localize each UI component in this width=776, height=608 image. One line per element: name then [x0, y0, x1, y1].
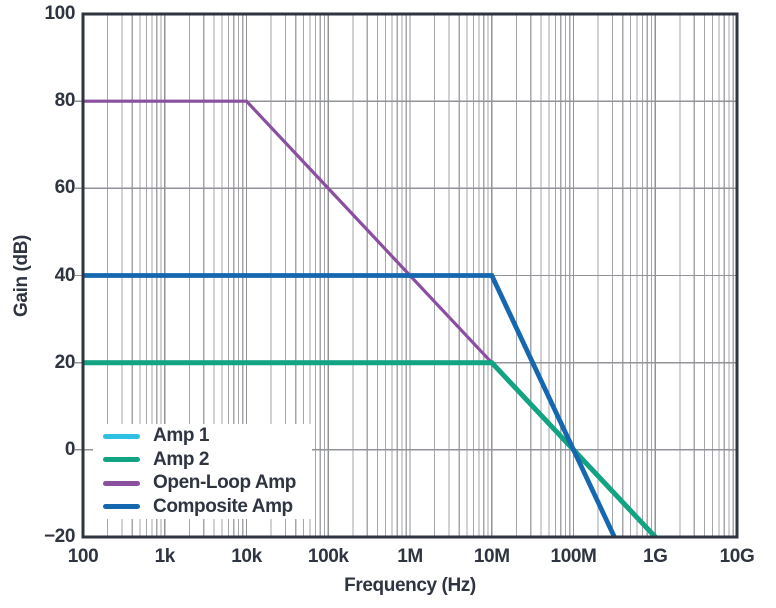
legend: Amp 1 Amp 2 Open-Loop Amp Composite Amp — [93, 424, 312, 519]
legend-label: Amp 2 — [153, 448, 210, 470]
x-axis-title: Frequency (Hz) — [344, 575, 476, 596]
legend-swatch-icon — [103, 457, 140, 463]
x-tick-label: 100 — [67, 546, 99, 567]
legend-swatch-icon — [103, 433, 140, 439]
legend-item: Amp 1 — [103, 425, 312, 449]
x-tick-label: 100k — [307, 546, 349, 567]
x-tick-label: 100M — [550, 546, 597, 567]
x-tick-label: 1k — [154, 546, 176, 567]
y-tick-label: −20 — [43, 526, 75, 547]
legend-swatch-icon — [103, 504, 140, 510]
y-tick-label: 100 — [44, 3, 75, 24]
legend-item: Open-Loop Amp — [103, 472, 312, 496]
legend-item: Amp 2 — [103, 448, 312, 472]
y-axis-title: Gain (dB) — [11, 235, 32, 317]
legend-label: Open-Loop Amp — [153, 472, 296, 494]
y-tick-label: 40 — [54, 264, 76, 286]
y-tick-label: 80 — [54, 90, 76, 112]
legend-swatch-icon — [103, 480, 140, 486]
y-tick-label: 0 — [64, 438, 76, 460]
trace-composite-amp — [83, 273, 617, 539]
x-tick-label: 10M — [473, 546, 510, 567]
legend-label: Composite Amp — [153, 495, 293, 517]
x-tick-label: 10G — [719, 546, 755, 567]
y-tick-label: 20 — [54, 351, 76, 373]
x-tick-label: 10k — [231, 546, 262, 567]
legend-item: Composite Amp — [103, 495, 312, 519]
y-tick-label: 60 — [54, 177, 76, 199]
legend-label: Amp 1 — [153, 425, 210, 447]
x-tick-label: 1M — [397, 546, 423, 567]
trace-amp-2 — [83, 360, 658, 539]
x-tick-label: 1G — [642, 546, 668, 567]
